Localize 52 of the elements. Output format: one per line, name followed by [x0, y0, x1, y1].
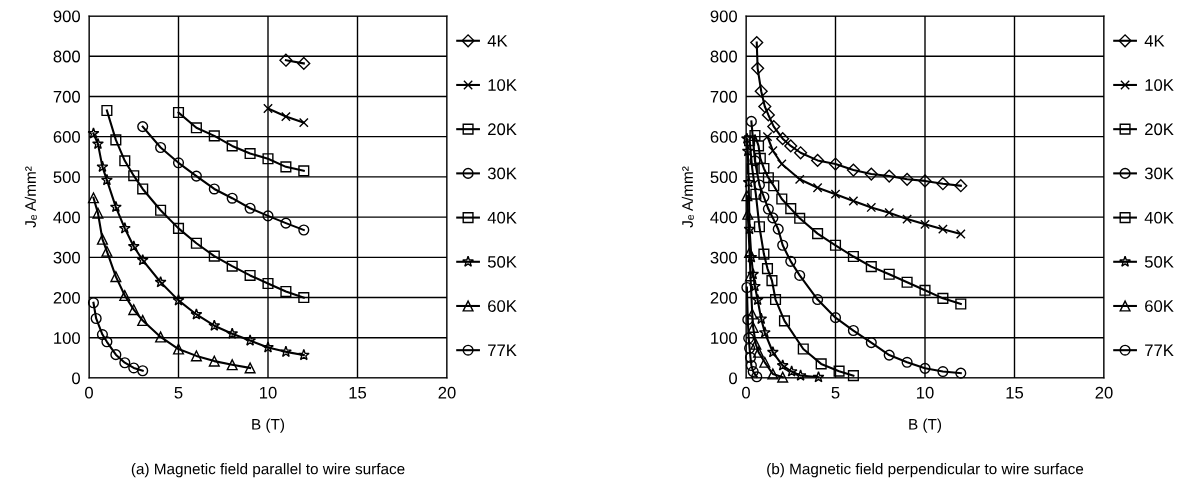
y-tick-label: 200	[710, 291, 738, 304]
y-tick-label: 300	[53, 251, 81, 264]
y-tick-label: 0	[729, 372, 738, 385]
legend-label: 4K	[487, 35, 508, 47]
legend-label: 40K	[1144, 211, 1174, 224]
y-tick-label: 200	[53, 291, 81, 304]
x-tick-label: 20	[438, 386, 456, 399]
legend-label: 50K	[487, 255, 517, 268]
legend-label: 50K	[1144, 255, 1174, 268]
legend-label: 20K	[488, 123, 517, 136]
y-tick-label: 100	[711, 332, 738, 344]
y-tick-label: 600	[710, 131, 738, 143]
y-tick-label: 700	[710, 90, 738, 103]
x-tick-label: 20	[1095, 386, 1113, 399]
legend-label: 20K	[1145, 123, 1174, 136]
y-tick-label: 300	[710, 251, 738, 264]
y-tick-label: 600	[53, 131, 81, 143]
y-tick-label: 500	[710, 171, 738, 184]
y-tick-label: 800	[53, 50, 81, 63]
legend-label: 77K	[1145, 344, 1174, 357]
y-axis-title: Jₑ A/mm²	[24, 166, 37, 228]
x-tick-label: 5	[174, 386, 183, 399]
x-axis-title: B (T)	[252, 418, 285, 433]
y-tick-label: 800	[710, 50, 738, 63]
y-tick-label: 500	[53, 171, 81, 184]
legend-label: 77K	[488, 344, 517, 357]
y-tick-label: 900	[710, 10, 738, 23]
x-tick-label: 15	[349, 386, 367, 399]
x-tick-label: 10	[260, 386, 277, 399]
legend-label: 10K	[488, 79, 517, 91]
x-tick-label: 0	[85, 386, 93, 399]
y-tick-label: 400	[710, 211, 738, 224]
y-tick-label: 900	[53, 10, 81, 23]
y-tick-label: 400	[53, 211, 81, 224]
y-axis-title: Jₑ A/mm²	[681, 166, 694, 228]
x-tick-label: 15	[1006, 386, 1024, 399]
legend-label: 60K	[1145, 300, 1174, 312]
legend-label: 10K	[1145, 79, 1174, 91]
x-tick-label: 0	[742, 386, 750, 399]
legend-label: 4K	[1144, 35, 1165, 47]
legend-label: 60K	[488, 300, 517, 312]
y-tick-label: 100	[54, 332, 81, 344]
legend-label: 40K	[487, 211, 517, 224]
y-tick-label: 700	[53, 90, 81, 103]
x-axis-title: B (T)	[909, 418, 942, 433]
x-tick-label: 10	[917, 386, 934, 399]
text: (b) Magnetic field perpendicular to wire surface	[767, 463, 1084, 478]
text: (a) Magnetic field parallel to wire surface	[131, 463, 405, 478]
legend-label: 30K	[487, 167, 517, 180]
legend-label: 30K	[1144, 167, 1174, 180]
x-tick-label: 5	[831, 386, 840, 399]
y-tick-label: 0	[72, 372, 81, 385]
